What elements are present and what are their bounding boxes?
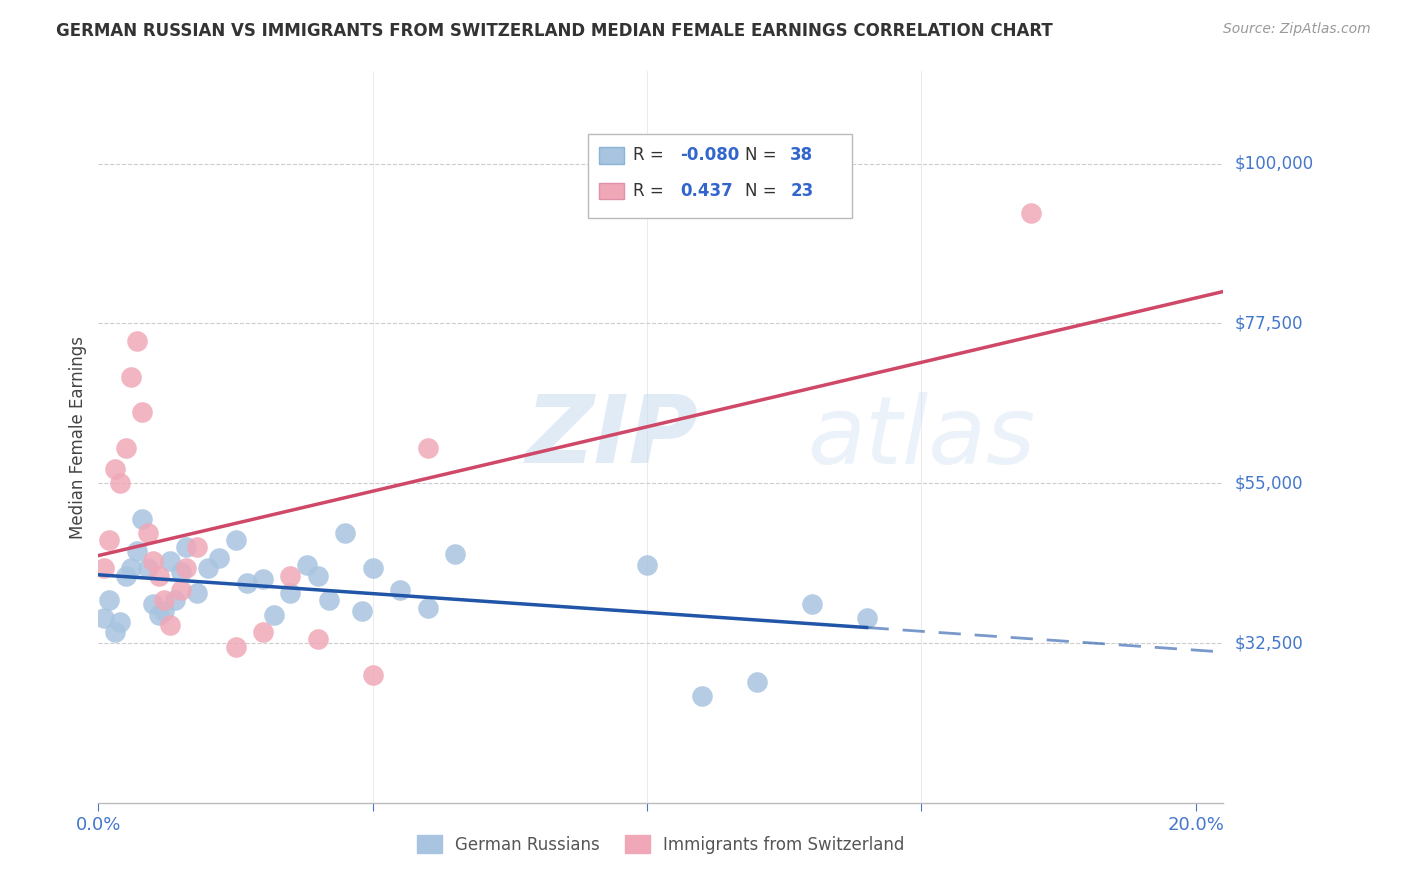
Text: N =: N = [745, 146, 782, 164]
Text: $32,500: $32,500 [1234, 634, 1303, 652]
Point [235, 575, 257, 590]
Point [252, 625, 274, 640]
Point [307, 632, 329, 647]
Point [1019, 206, 1042, 220]
Text: $100,000: $100,000 [1234, 154, 1313, 173]
Point [115, 568, 138, 582]
Point [131, 512, 153, 526]
Point [170, 565, 193, 579]
Text: R =: R = [633, 146, 669, 164]
Text: -0.080: -0.080 [681, 146, 740, 164]
Point [252, 572, 274, 586]
Point [159, 554, 181, 568]
Point [98, 593, 121, 607]
Text: R =: R = [633, 182, 669, 200]
Point [104, 462, 127, 476]
Point [800, 597, 823, 611]
Point [855, 611, 877, 625]
Point [136, 561, 159, 575]
FancyBboxPatch shape [599, 147, 624, 163]
Point [335, 525, 357, 540]
Point [690, 690, 713, 704]
Point [170, 582, 193, 597]
Point [115, 441, 138, 455]
Point [125, 334, 148, 349]
Point [295, 558, 318, 572]
Text: Source: ZipAtlas.com: Source: ZipAtlas.com [1223, 22, 1371, 37]
Y-axis label: Median Female Earnings: Median Female Earnings [69, 335, 87, 539]
Point [361, 668, 384, 682]
Point [110, 476, 132, 491]
Point [280, 568, 302, 582]
Point [131, 405, 153, 419]
Point [350, 604, 373, 618]
Point [148, 568, 170, 582]
Point [104, 625, 127, 640]
Point [120, 369, 142, 384]
Point [153, 604, 176, 618]
Point [416, 600, 439, 615]
Text: GERMAN RUSSIAN VS IMMIGRANTS FROM SWITZERLAND MEDIAN FEMALE EARNINGS CORRELATION: GERMAN RUSSIAN VS IMMIGRANTS FROM SWITZE… [56, 22, 1053, 40]
Point [416, 441, 439, 455]
Text: 38: 38 [790, 146, 813, 164]
Point [361, 561, 384, 575]
Point [307, 568, 329, 582]
Text: $77,500: $77,500 [1234, 315, 1303, 333]
Point [280, 586, 302, 600]
Point [165, 593, 187, 607]
Point [225, 533, 247, 547]
Point [318, 593, 340, 607]
Point [148, 607, 170, 622]
Point [120, 561, 142, 575]
Point [197, 561, 219, 575]
Point [186, 540, 208, 554]
Point [93, 561, 115, 575]
Text: ZIP: ZIP [526, 391, 699, 483]
FancyBboxPatch shape [588, 134, 852, 218]
Point [98, 533, 121, 547]
Text: $55,000: $55,000 [1234, 475, 1303, 492]
Legend: German Russians, Immigrants from Switzerland: German Russians, Immigrants from Switzer… [411, 829, 911, 860]
Point [142, 554, 165, 568]
Point [745, 675, 768, 690]
Point [389, 582, 412, 597]
Point [263, 607, 285, 622]
Point [142, 597, 165, 611]
Point [208, 550, 231, 565]
Point [159, 618, 181, 632]
Point [110, 615, 132, 629]
FancyBboxPatch shape [599, 183, 624, 199]
Point [636, 558, 658, 572]
Point [225, 640, 247, 654]
Point [174, 561, 197, 575]
Text: 23: 23 [790, 182, 814, 200]
Point [174, 540, 197, 554]
Point [444, 547, 467, 561]
Text: 0.437: 0.437 [681, 182, 733, 200]
Text: atlas: atlas [807, 392, 1035, 483]
Point [153, 593, 176, 607]
Point [186, 586, 208, 600]
Text: N =: N = [745, 182, 782, 200]
Point [136, 525, 159, 540]
Point [93, 611, 115, 625]
Point [125, 543, 148, 558]
